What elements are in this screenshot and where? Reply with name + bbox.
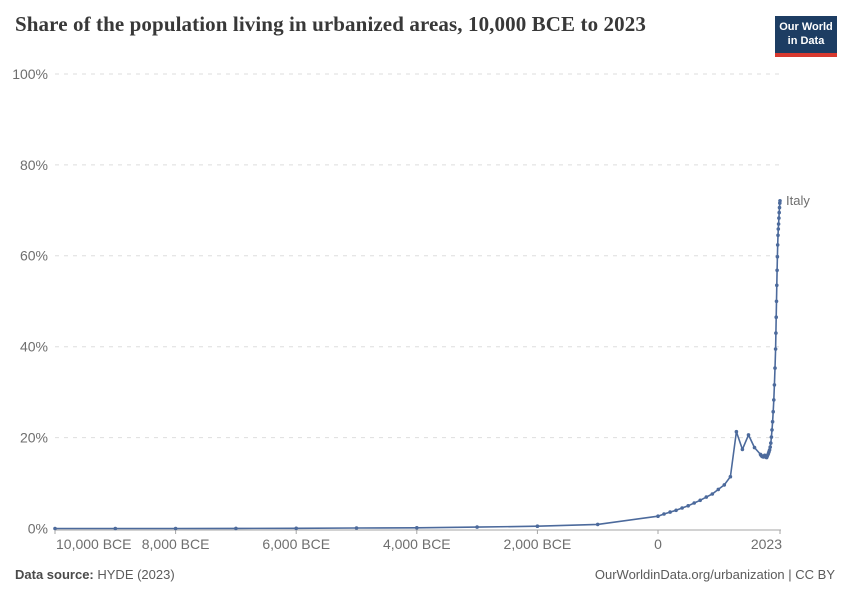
x-tick-label: 10,000 BCE bbox=[56, 536, 132, 552]
data-point[interactable] bbox=[752, 445, 757, 450]
data-point[interactable] bbox=[716, 487, 721, 492]
x-tick-label: 2,000 BCE bbox=[504, 536, 572, 552]
data-point[interactable] bbox=[234, 526, 238, 531]
data-point[interactable] bbox=[773, 347, 778, 351]
data-point[interactable] bbox=[668, 510, 672, 514]
data-point[interactable] bbox=[53, 526, 57, 531]
data-point[interactable] bbox=[722, 483, 727, 487]
data-point[interactable] bbox=[777, 205, 782, 210]
x-tick-label: 8,000 BCE bbox=[142, 536, 210, 552]
data-point[interactable] bbox=[778, 199, 782, 203]
data-point[interactable] bbox=[767, 448, 772, 452]
x-tick-label: 6,000 BCE bbox=[262, 536, 330, 552]
data-point[interactable] bbox=[769, 441, 773, 445]
data-source-label: Data source: bbox=[15, 567, 94, 582]
owid-logo-line2: in Data bbox=[787, 34, 825, 47]
data-point[interactable] bbox=[777, 210, 781, 215]
y-tick-label: 20% bbox=[20, 430, 48, 446]
data-point[interactable] bbox=[686, 504, 690, 508]
owid-logo-line1: Our World bbox=[779, 21, 833, 33]
data-point[interactable] bbox=[173, 526, 178, 531]
data-point[interactable] bbox=[769, 435, 774, 439]
data-point[interactable] bbox=[415, 526, 419, 530]
data-point[interactable] bbox=[354, 526, 359, 530]
data-point[interactable] bbox=[710, 492, 715, 496]
data-point[interactable] bbox=[475, 525, 479, 529]
y-tick-label: 80% bbox=[20, 157, 48, 173]
data-point[interactable] bbox=[704, 495, 709, 499]
y-tick-label: 60% bbox=[20, 248, 48, 264]
data-point[interactable] bbox=[113, 526, 118, 531]
owid-logo[interactable]: Our World in Data bbox=[775, 16, 837, 57]
data-point[interactable] bbox=[535, 524, 540, 528]
data-point[interactable] bbox=[595, 522, 600, 527]
data-point[interactable] bbox=[777, 216, 781, 220]
entity-label[interactable]: Italy bbox=[786, 193, 810, 208]
data-point[interactable] bbox=[662, 512, 666, 516]
data-point[interactable] bbox=[770, 419, 775, 424]
x-tick-label: 0 bbox=[654, 536, 662, 552]
data-point[interactable] bbox=[746, 433, 751, 437]
data-point[interactable] bbox=[774, 299, 779, 304]
data-line bbox=[54, 200, 781, 530]
data-point[interactable] bbox=[728, 474, 733, 479]
footer-credit[interactable]: OurWorldinData.org/urbanization | CC BY bbox=[594, 567, 835, 582]
data-point[interactable] bbox=[768, 445, 772, 449]
data-source-value[interactable]: HYDE (2023) bbox=[97, 567, 175, 582]
y-tick-label: 100% bbox=[12, 66, 48, 82]
data-point[interactable] bbox=[770, 428, 774, 432]
data-point[interactable] bbox=[772, 398, 776, 402]
y-tick-label: 40% bbox=[20, 339, 48, 355]
data-point[interactable] bbox=[698, 498, 702, 503]
data-point[interactable] bbox=[775, 283, 779, 288]
page-title: Share of the population living in urbani… bbox=[15, 12, 646, 36]
chart-footer: Data source: HYDE (2023) OurWorldinData.… bbox=[15, 567, 835, 582]
data-point[interactable] bbox=[734, 429, 739, 434]
data-point[interactable] bbox=[776, 227, 781, 231]
data-point[interactable] bbox=[776, 222, 781, 226]
data-point[interactable] bbox=[775, 254, 780, 259]
data-point[interactable] bbox=[771, 409, 775, 414]
data-point[interactable] bbox=[656, 514, 660, 518]
data-point[interactable] bbox=[294, 526, 299, 531]
data-point[interactable] bbox=[773, 366, 777, 370]
data-point[interactable] bbox=[775, 243, 780, 247]
y-tick-label: 0% bbox=[28, 520, 48, 536]
data-point[interactable] bbox=[740, 447, 745, 452]
data-point[interactable] bbox=[776, 233, 780, 238]
x-tick-label: 4,000 BCE bbox=[383, 536, 451, 552]
x-tick-label: 2023 bbox=[751, 536, 782, 552]
data-point[interactable] bbox=[774, 315, 778, 320]
data-point[interactable] bbox=[772, 383, 777, 387]
data-source: Data source: HYDE (2023) bbox=[15, 567, 175, 582]
data-point[interactable] bbox=[692, 501, 696, 505]
data-point[interactable] bbox=[680, 506, 684, 510]
data-point[interactable] bbox=[774, 331, 778, 335]
data-point[interactable] bbox=[674, 508, 678, 513]
data-point[interactable] bbox=[775, 268, 779, 273]
